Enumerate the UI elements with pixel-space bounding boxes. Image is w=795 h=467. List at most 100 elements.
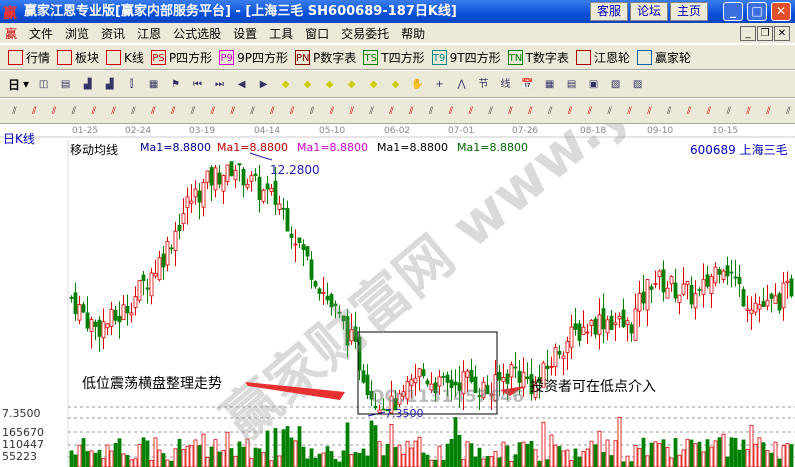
toolbar-button[interactable]: TN T数字表: [507, 49, 569, 66]
drawing-tool-icon[interactable]: ⫽: [488, 105, 493, 117]
drawing-tool-icon[interactable]: ⫽: [91, 105, 97, 117]
maximize-button[interactable]: □: [747, 2, 767, 21]
kline-chart[interactable]: 赢家财富网 www.yingjia360.com 日K线 01-25 02-24 0…: [0, 124, 795, 467]
service-button[interactable]: 客服: [590, 2, 629, 21]
drawing-tool-icon[interactable]: ⫽: [250, 105, 255, 117]
drawing-tool-icon[interactable]: ⫽: [766, 105, 771, 117]
toolbar-tool-icon[interactable]: ▧: [610, 78, 621, 90]
toolbar-tool-icon[interactable]: ⋀: [457, 78, 466, 90]
toolbar-tool-icon[interactable]: ▣: [588, 78, 599, 90]
drawing-tool-icon[interactable]: ⫽: [667, 105, 672, 117]
menu-item[interactable]: 工具: [269, 26, 294, 41]
drawing-tool-icon[interactable]: ⫽: [210, 105, 216, 117]
toolbar-tool-icon[interactable]: ▤: [566, 78, 577, 90]
menu-item[interactable]: 设置: [233, 26, 258, 41]
drawing-tool-icon[interactable]: ⫽: [508, 105, 513, 117]
minimize-button[interactable]: _: [723, 2, 743, 21]
menu-item[interactable]: 公式选股: [173, 26, 222, 41]
home-button[interactable]: 主页: [670, 2, 709, 21]
menu-item[interactable]: 交易委托: [341, 26, 390, 41]
drawing-tool-icon[interactable]: ⫽: [528, 105, 533, 117]
toolbar-tool-icon[interactable]: ⫿: [129, 78, 134, 90]
drawing-tool-icon[interactable]: ⫽: [329, 105, 335, 117]
menu-item[interactable]: 文件: [29, 26, 54, 41]
drawing-tool-icon[interactable]: ⫽: [409, 105, 414, 117]
menu-item[interactable]: 浏览: [65, 26, 90, 41]
menu-item[interactable]: 江恩: [137, 26, 162, 41]
drawing-tool-icon[interactable]: ⫽: [190, 105, 196, 117]
drawing-tool-icon[interactable]: ⫽: [12, 105, 17, 117]
toolbar-tool-icon[interactable]: ✋: [411, 78, 424, 90]
toolbar-tool-icon[interactable]: ▨: [632, 78, 643, 90]
drawing-tool-icon[interactable]: ⫽: [349, 105, 354, 117]
toolbar-tool-icon[interactable]: ◆: [369, 78, 378, 90]
drawing-tool-icon[interactable]: ⫽: [686, 105, 692, 117]
drawing-tool-icon[interactable]: ⫽: [369, 105, 374, 117]
drawing-tool-icon[interactable]: ⫽: [428, 105, 434, 117]
drawing-tool-icon[interactable]: ⫽: [547, 105, 553, 117]
drawing-tool-icon[interactable]: ⫽: [786, 105, 791, 117]
toolbar-button[interactable]: TS T四方形: [363, 49, 425, 66]
drawing-tool-icon[interactable]: ⫽: [448, 105, 454, 117]
drawing-tool-icon[interactable]: ⫽: [230, 105, 235, 117]
drawing-tool-icon[interactable]: ⫽: [71, 105, 77, 117]
toolbar-button[interactable]: PS P四方形: [150, 49, 212, 66]
drawing-tool-icon[interactable]: ⫽: [746, 105, 751, 117]
toolbar-tool-icon[interactable]: 节: [478, 78, 489, 90]
toolbar-button[interactable]: PN P数字表: [295, 49, 356, 66]
drawing-tool-icon[interactable]: ⫽: [51, 105, 57, 117]
toolbar-tool-icon[interactable]: ⏭: [215, 78, 225, 90]
toolbar-tool-icon[interactable]: ◆: [281, 78, 290, 90]
toolbar-tool-icon[interactable]: 线: [500, 78, 511, 90]
drawing-tool-icon[interactable]: ⫽: [309, 105, 315, 117]
drawing-tool-icon[interactable]: ⫽: [32, 105, 37, 117]
drawing-tool-icon[interactable]: ⫽: [567, 105, 573, 117]
drawing-tool-icon[interactable]: ⫽: [468, 105, 474, 117]
toolbar-button[interactable]: 赢家轮: [636, 49, 691, 66]
drawing-tool-icon[interactable]: ⫽: [111, 105, 116, 117]
toolbar-tool-icon[interactable]: ▟: [105, 78, 114, 90]
period-dropdown[interactable]: 日 ▾: [8, 77, 30, 92]
toolbar-tool-icon[interactable]: ▟: [83, 78, 92, 90]
toolbar-button[interactable]: K线: [106, 49, 144, 66]
drawing-tool-icon[interactable]: ⫽: [726, 105, 732, 117]
toolbar-tool-icon[interactable]: ⚑: [171, 78, 181, 90]
toolbar-tool-icon[interactable]: ◆: [391, 78, 400, 90]
toolbar-button[interactable]: 行情: [8, 49, 50, 66]
drawing-tool-icon[interactable]: ⫽: [151, 105, 156, 117]
drawing-tool-icon[interactable]: ⫽: [389, 105, 394, 117]
mdi-minimize-button[interactable]: _: [740, 26, 756, 41]
mdi-restore-button[interactable]: ❐: [757, 26, 773, 41]
toolbar-button[interactable]: 板块: [57, 49, 99, 66]
drawing-tool-icon[interactable]: ⫽: [270, 105, 275, 117]
toolbar-tool-icon[interactable]: ◀: [237, 78, 246, 90]
drawing-tool-icon[interactable]: ⫽: [607, 105, 612, 117]
indicator-name[interactable]: 移动均线: [70, 143, 119, 157]
toolbar-tool-icon[interactable]: 📅: [521, 78, 534, 90]
drawing-tool-icon[interactable]: ⫽: [627, 105, 632, 117]
drawing-tool-icon[interactable]: ⫽: [131, 105, 136, 117]
menu-item[interactable]: 帮助: [401, 26, 426, 41]
toolbar-tool-icon[interactable]: ⏮: [193, 78, 203, 90]
toolbar-button[interactable]: P9 9P四方形: [219, 49, 288, 66]
close-button[interactable]: ✕: [771, 2, 791, 21]
menu-item[interactable]: 资讯: [101, 26, 126, 41]
toolbar-tool-icon[interactable]: ▦: [544, 78, 555, 90]
toolbar-tool-icon[interactable]: +: [435, 78, 444, 90]
menu-item[interactable]: 窗口: [305, 26, 330, 41]
forum-button[interactable]: 论坛: [630, 2, 669, 21]
toolbar-tool-icon[interactable]: ◆: [347, 78, 356, 90]
toolbar-tool-icon[interactable]: ◆: [325, 78, 334, 90]
toolbar-tool-icon[interactable]: ◫: [38, 78, 49, 90]
toolbar-button[interactable]: 江恩轮: [575, 49, 630, 66]
mdi-close-button[interactable]: ✕: [774, 26, 790, 41]
drawing-tool-icon[interactable]: ⫽: [170, 105, 176, 117]
drawing-tool-icon[interactable]: ⫽: [587, 105, 593, 117]
drawing-tool-icon[interactable]: ⫽: [290, 105, 295, 117]
toolbar-tool-icon[interactable]: ▤: [60, 78, 71, 90]
drawing-tool-icon[interactable]: ⫽: [706, 105, 712, 117]
toolbar-tool-icon[interactable]: ◆: [303, 78, 312, 90]
toolbar-tool-icon[interactable]: ▦: [148, 78, 159, 90]
drawing-tool-icon[interactable]: ⫽: [647, 105, 652, 117]
toolbar-button[interactable]: T9 9T四方形: [431, 49, 501, 66]
